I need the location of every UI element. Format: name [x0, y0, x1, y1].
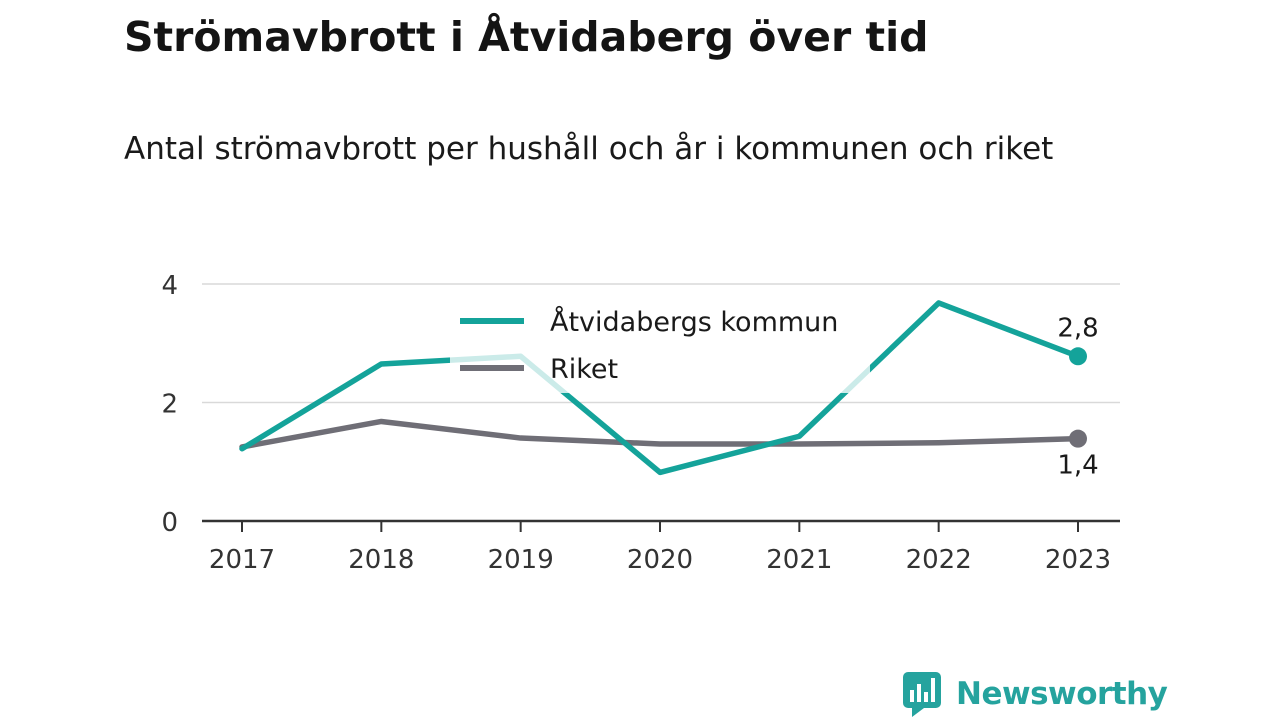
- y-tick-label: 2: [161, 390, 178, 420]
- newsworthy-logo: Newsworthy: [902, 670, 1168, 718]
- y-tick-label: 4: [161, 271, 178, 301]
- x-tick-label: 2018: [348, 545, 414, 575]
- gridlines: [202, 283, 1120, 404]
- chart-title: Strömavbrott i Åtvidaberg över tid: [124, 13, 929, 61]
- end-value-labels: 2,8 1,4: [1057, 313, 1098, 480]
- legend-label: Åtvidabergs kommun: [550, 306, 838, 338]
- legend-label: Riket: [550, 354, 618, 385]
- line-chart: 0 2 4 2017 2018 2019 2020 2021 2022 2023 Åtvidab…: [161, 271, 1120, 575]
- legend-background: [450, 295, 870, 393]
- brand-name: Newsworthy: [956, 676, 1168, 712]
- x-tick-label: 2017: [209, 545, 275, 575]
- series-lines: [239, 300, 1087, 476]
- x-tick-label: 2023: [1045, 545, 1111, 575]
- x-tick-label: 2019: [488, 545, 554, 575]
- end-point-marker: [1069, 429, 1087, 448]
- bar-chart-icon: [903, 672, 941, 717]
- x-axis: 2017 2018 2019 2020 2021 2022 2023: [202, 519, 1120, 575]
- end-value-label: 2,8: [1057, 313, 1098, 343]
- end-value-label: 1,4: [1057, 451, 1098, 481]
- x-tick-label: 2021: [766, 545, 832, 575]
- y-tick-label: 0: [161, 508, 178, 538]
- x-tick-label: 2020: [627, 545, 693, 575]
- chart-subtitle: Antal strömavbrott per hushåll och år i …: [124, 131, 1054, 167]
- end-point-marker: [1069, 347, 1087, 366]
- y-axis-tick-labels: 0 2 4: [161, 271, 178, 538]
- x-tick-label: 2022: [906, 545, 972, 575]
- series-line: [239, 418, 1081, 450]
- legend: Åtvidabergs kommun Riket: [450, 295, 870, 393]
